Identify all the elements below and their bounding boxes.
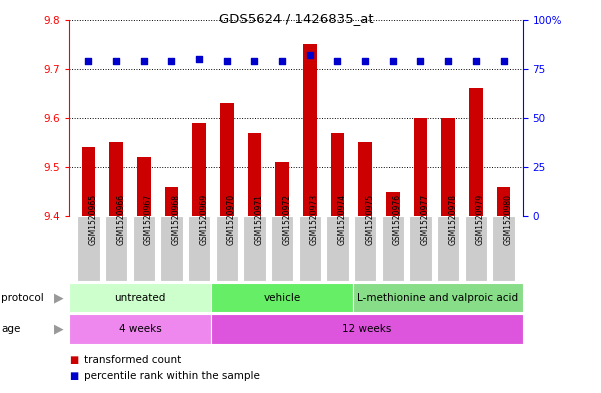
Point — [111, 58, 121, 64]
Text: transformed count: transformed count — [84, 354, 182, 365]
Bar — [220, 103, 234, 216]
Bar — [211, 283, 353, 312]
Point — [305, 52, 315, 58]
Bar — [358, 142, 372, 216]
Text: GSM1520978: GSM1520978 — [448, 194, 457, 245]
Point — [333, 58, 343, 64]
Point — [84, 58, 93, 64]
Text: ▶: ▶ — [54, 323, 64, 336]
Text: ■: ■ — [69, 354, 78, 365]
Bar — [69, 314, 211, 344]
Bar — [82, 147, 96, 216]
Bar — [78, 216, 100, 281]
Bar — [382, 216, 404, 281]
Text: GSM1520966: GSM1520966 — [116, 194, 125, 245]
Text: percentile rank within the sample: percentile rank within the sample — [84, 371, 260, 381]
Bar — [409, 216, 432, 281]
Bar — [69, 283, 211, 312]
Bar — [469, 88, 483, 216]
Text: GDS5624 / 1426835_at: GDS5624 / 1426835_at — [219, 12, 373, 25]
Bar — [465, 216, 487, 281]
Bar — [105, 216, 127, 281]
Text: GSM1520976: GSM1520976 — [393, 194, 402, 245]
Bar — [441, 118, 455, 216]
Bar — [353, 283, 523, 312]
Text: ■: ■ — [69, 371, 78, 381]
Point — [194, 56, 204, 62]
Text: 12 weeks: 12 weeks — [342, 324, 392, 334]
Point — [388, 58, 398, 64]
Bar — [248, 132, 261, 216]
Point — [499, 58, 508, 64]
Text: GSM1520965: GSM1520965 — [88, 194, 97, 245]
Bar — [413, 118, 427, 216]
Bar — [437, 216, 459, 281]
Text: GSM1520974: GSM1520974 — [338, 194, 347, 245]
Bar — [386, 192, 400, 216]
Text: GSM1520979: GSM1520979 — [476, 194, 485, 245]
Bar — [271, 216, 293, 281]
Point — [361, 58, 370, 64]
Text: GSM1520977: GSM1520977 — [421, 194, 430, 245]
Bar — [109, 142, 123, 216]
Bar — [496, 187, 510, 216]
Point — [139, 58, 148, 64]
Point — [277, 58, 287, 64]
Bar — [331, 132, 344, 216]
Bar — [354, 216, 376, 281]
Text: protocol: protocol — [1, 293, 44, 303]
Text: GSM1520969: GSM1520969 — [199, 194, 208, 245]
Bar — [137, 157, 151, 216]
Text: GSM1520973: GSM1520973 — [310, 194, 319, 245]
Bar — [192, 123, 206, 216]
Bar — [188, 216, 210, 281]
Text: GSM1520970: GSM1520970 — [227, 194, 236, 245]
Point — [166, 58, 176, 64]
Point — [471, 58, 481, 64]
Bar — [303, 44, 317, 216]
Bar — [133, 216, 155, 281]
Text: GSM1520971: GSM1520971 — [254, 194, 263, 245]
Text: 4 weeks: 4 weeks — [118, 324, 162, 334]
Text: ▶: ▶ — [54, 291, 64, 304]
Bar — [165, 187, 178, 216]
Point — [416, 58, 426, 64]
Bar — [326, 216, 349, 281]
Bar — [492, 216, 514, 281]
Text: GSM1520967: GSM1520967 — [144, 194, 153, 245]
Text: GSM1520968: GSM1520968 — [171, 194, 180, 245]
Point — [222, 58, 231, 64]
Bar — [299, 216, 321, 281]
Bar — [243, 216, 266, 281]
Point — [249, 58, 259, 64]
Text: L-methionine and valproic acid: L-methionine and valproic acid — [357, 293, 518, 303]
Bar — [160, 216, 183, 281]
Text: age: age — [1, 324, 20, 334]
Point — [444, 58, 453, 64]
Bar — [211, 314, 523, 344]
Text: untreated: untreated — [114, 293, 166, 303]
Bar — [216, 216, 238, 281]
Text: GSM1520980: GSM1520980 — [504, 194, 513, 245]
Text: GSM1520972: GSM1520972 — [282, 194, 291, 245]
Text: GSM1520975: GSM1520975 — [365, 194, 374, 245]
Bar — [275, 162, 289, 216]
Text: vehicle: vehicle — [263, 293, 300, 303]
